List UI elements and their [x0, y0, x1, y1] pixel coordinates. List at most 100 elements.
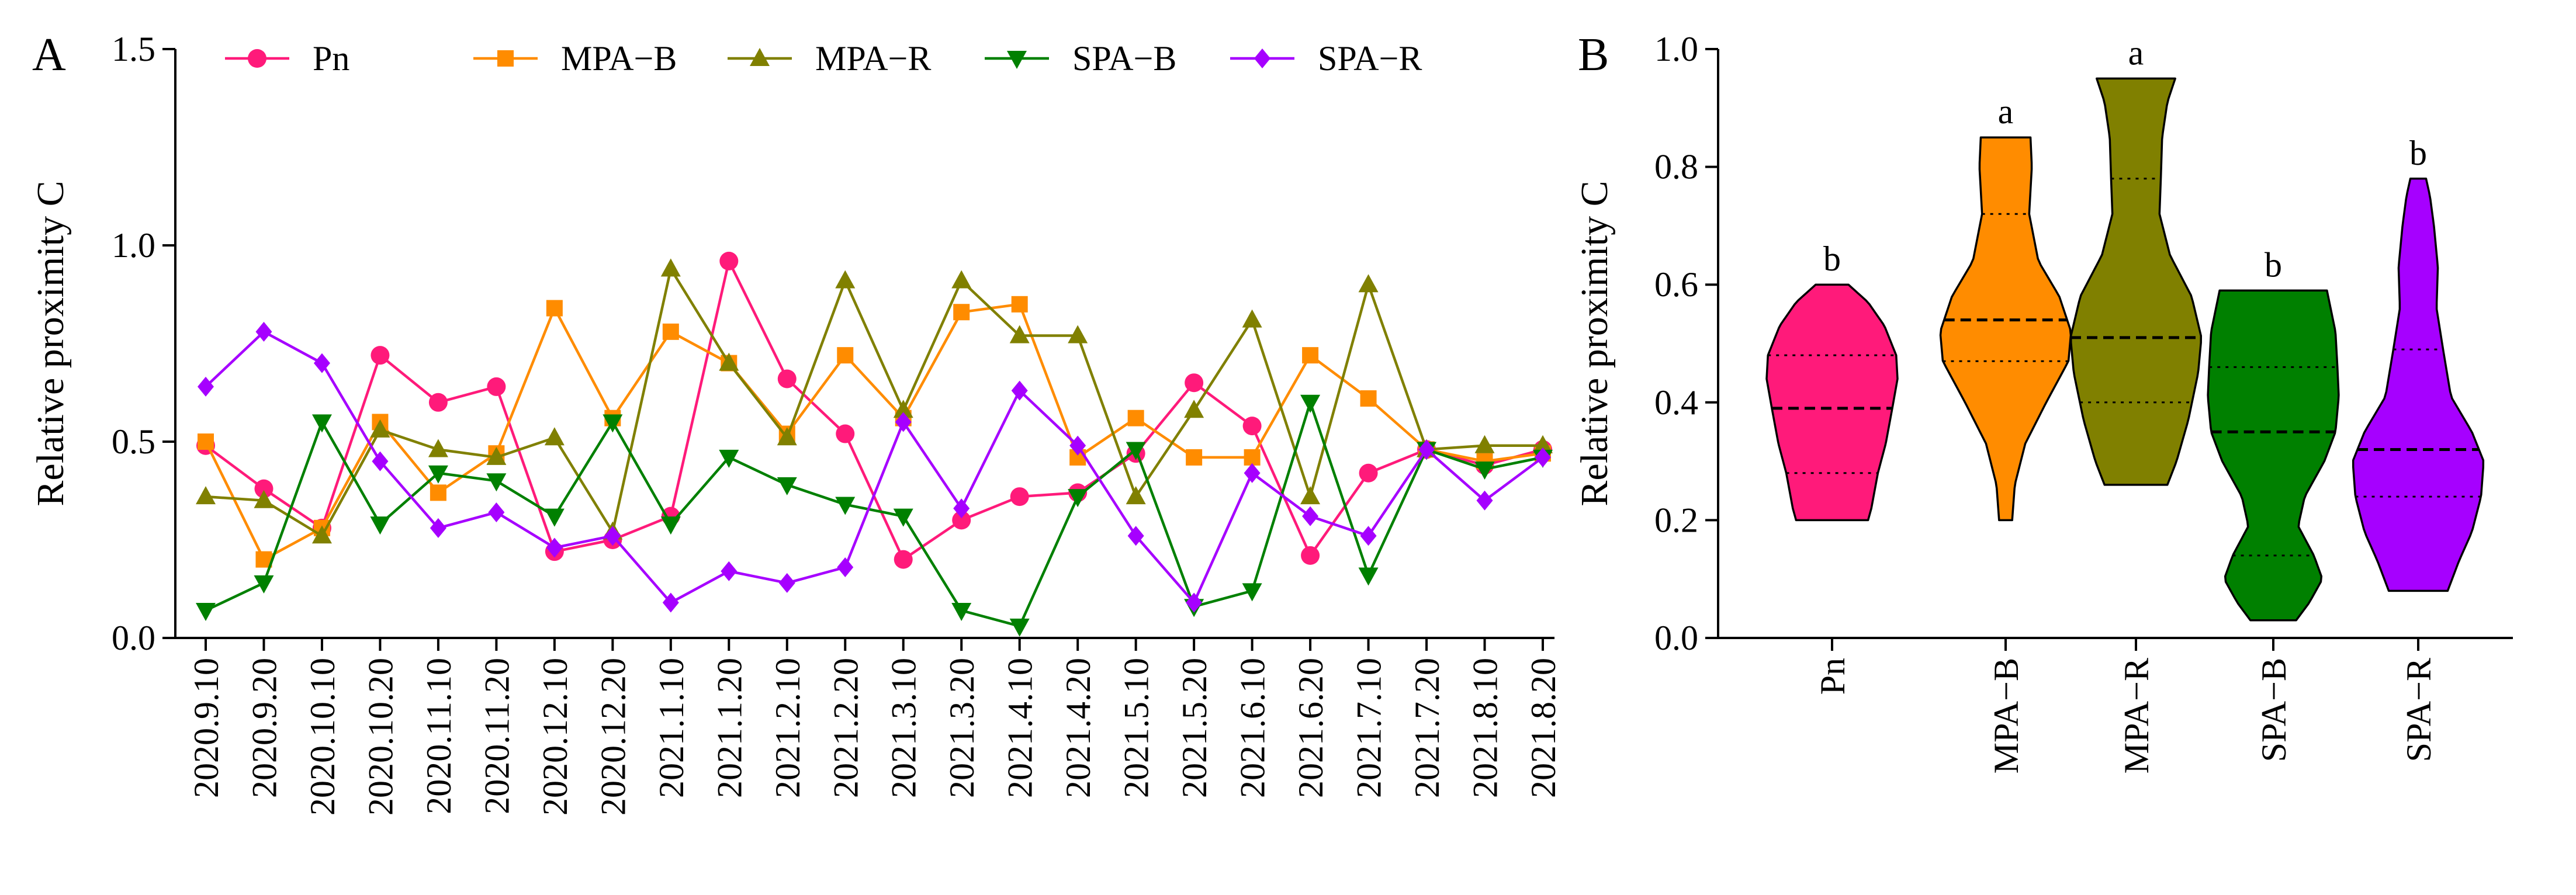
data-point [660, 516, 681, 535]
data-point [777, 477, 797, 495]
data-point [370, 516, 390, 535]
legend-marker [497, 50, 514, 67]
data-point [1186, 449, 1203, 466]
data-point [486, 446, 507, 465]
data-point [546, 537, 563, 558]
data-point [719, 449, 739, 468]
significance-letter: b [2409, 134, 2427, 172]
significance-letter: a [1998, 92, 2014, 131]
data-point [1011, 296, 1028, 313]
data-point [428, 393, 448, 412]
data-point [894, 550, 913, 569]
data-point [1010, 487, 1029, 507]
data-point [254, 490, 274, 508]
data-point [1359, 463, 1378, 483]
data-point [777, 427, 797, 446]
y-tick-label: 0.2 [1654, 501, 1698, 539]
x-tick-label: 2021.5.10 [1117, 658, 1156, 798]
data-point [1244, 449, 1261, 466]
panel-label-a: A [32, 29, 66, 81]
x-tick-label: SPA−R [2400, 658, 2438, 762]
x-tick-label: 2021.2.20 [826, 658, 865, 798]
data-point [1127, 526, 1144, 546]
violin-body [2207, 289, 2340, 622]
data-point [1009, 618, 1030, 637]
x-tick-label: 2020.12.20 [594, 658, 632, 816]
data-point [1474, 462, 1495, 480]
data-point [778, 573, 795, 593]
legend-marker [750, 48, 770, 66]
data-point [198, 433, 214, 450]
series-line-3 [205, 398, 1543, 628]
legend-marker [1254, 48, 1270, 68]
x-tick-label: 2020.10.10 [303, 658, 342, 816]
data-point [198, 376, 214, 397]
legend-label: MPA−R [815, 39, 931, 78]
x-tick-label: MPA−R [2117, 658, 2156, 773]
data-point [255, 321, 272, 342]
data-point [1244, 463, 1261, 483]
violin-body [1939, 136, 2072, 522]
data-point [604, 526, 621, 546]
x-tick-label: 2021.8.10 [1466, 658, 1505, 798]
x-tick-label: 2021.7.20 [1408, 658, 1446, 798]
data-point [1360, 526, 1377, 546]
significance-letter: b [1823, 240, 1841, 278]
data-point [196, 602, 216, 621]
data-point [1418, 439, 1435, 460]
data-point [953, 498, 970, 519]
line-chart-panel-a: 0.0 0.5 1.0 1.5 2020.9.10 2020.9.20 2020.10.10… [29, 30, 1563, 816]
series-line-4 [205, 330, 1544, 605]
data-point [952, 511, 971, 530]
data-point [430, 484, 446, 501]
data-point [603, 414, 623, 433]
data-point [1242, 583, 1262, 602]
data-point [1300, 394, 1321, 413]
x-tick-label: MPA−B [1987, 658, 2026, 773]
x-tick-label: 2021.3.10 [885, 658, 923, 798]
data-point [719, 352, 739, 371]
data-point [1009, 325, 1030, 344]
data-point [371, 346, 390, 365]
data-point [836, 424, 855, 443]
series-line-2 [205, 265, 1543, 538]
data-point [1358, 274, 1379, 293]
y-tick-label: 1.5 [112, 30, 155, 68]
x-tick-label: 2021.7.10 [1350, 658, 1389, 798]
x-tick-label: 2021.3.20 [943, 658, 981, 798]
x-tick-label: Pn [1813, 658, 1852, 695]
data-point [311, 414, 332, 433]
data-point [662, 592, 679, 613]
x-tick-label: 2021.5.20 [1175, 658, 1214, 798]
y-tick-label: 1.0 [1654, 30, 1698, 68]
violin-body [2069, 77, 2203, 486]
data-point [311, 525, 332, 544]
y-axis-title: Relative proximity C [29, 181, 72, 506]
data-point [835, 497, 856, 515]
data-point [254, 575, 274, 594]
data-point [1126, 442, 1146, 460]
x-tick-label: 2021.1.20 [710, 658, 749, 798]
x-tick-label: SPA−B [2255, 658, 2293, 762]
violin-body [1765, 283, 1899, 522]
data-point [1535, 447, 1551, 467]
data-point [953, 304, 970, 321]
significance-letter: a [2128, 33, 2144, 72]
data-point [1302, 506, 1319, 526]
data-point [1474, 435, 1495, 453]
data-point [486, 473, 507, 492]
y-tick-label: 0.0 [112, 619, 155, 657]
legend-marker [1007, 51, 1027, 69]
data-point [196, 486, 216, 505]
x-tick-label: 2020.12.10 [536, 658, 574, 816]
data-point [430, 518, 446, 538]
y-tick-label: 0.0 [1654, 619, 1698, 657]
data-point [546, 300, 563, 317]
data-point [487, 377, 506, 396]
x-tick-label: 2021.1.10 [652, 658, 691, 798]
data-point [1126, 486, 1146, 505]
legend-marker [248, 49, 266, 68]
data-point [1533, 435, 1553, 453]
data-point [1302, 347, 1319, 364]
x-tick-label: 2020.10.20 [361, 658, 400, 816]
